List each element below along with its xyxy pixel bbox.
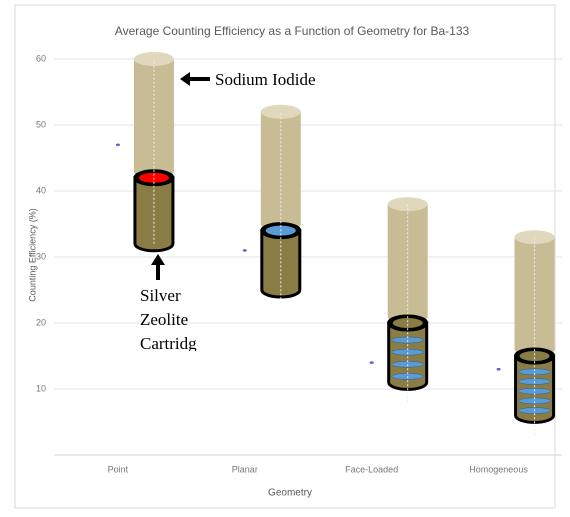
chart-title: Average Counting Efficiency as a Functio… <box>115 24 470 38</box>
cylinder-cap <box>392 318 423 328</box>
annotation: Zeolite <box>140 310 188 329</box>
y-axis-title: Counting Efficiency (%) <box>27 208 37 301</box>
annotation: Sodium Iodide <box>215 70 316 89</box>
y-tick-label: 60 <box>36 53 46 63</box>
x-tick-label: Point <box>108 464 129 474</box>
plot: 10 20 30 40 50 60 Point Planar Face-Loaded Homoge… <box>36 52 562 474</box>
x-tick-label: Homogeneous <box>469 464 528 474</box>
cylinder-top <box>387 197 428 212</box>
x-tick-label: Planar <box>232 464 258 474</box>
annotation: Silver <box>140 286 181 305</box>
cylinder-body <box>260 111 301 231</box>
point <box>115 143 120 147</box>
cylinder-body <box>387 204 428 324</box>
y-tick-label: 40 <box>36 185 46 195</box>
cylinder-top <box>514 230 555 245</box>
arrow-head <box>180 72 190 86</box>
cylinder-cap <box>519 351 550 361</box>
annotations: Sodium Iodide Silver Zeolite Cartridg <box>140 70 316 353</box>
x-axis-title: Geometry <box>268 488 312 499</box>
cylinder-top <box>260 104 301 119</box>
x-tick-label: Face-Loaded <box>345 464 398 474</box>
cylinder-body <box>514 237 555 357</box>
y-tick-label: 10 <box>36 383 46 393</box>
annotation: Cartridg <box>140 334 197 353</box>
y-tick-label: 30 <box>36 251 46 261</box>
point <box>369 361 374 364</box>
arrow-head <box>151 254 165 265</box>
y-tick-label: 50 <box>36 119 46 129</box>
cylinder-body <box>260 229 302 299</box>
point <box>496 367 501 371</box>
point <box>242 249 247 252</box>
y-tick-label: 20 <box>36 317 46 327</box>
